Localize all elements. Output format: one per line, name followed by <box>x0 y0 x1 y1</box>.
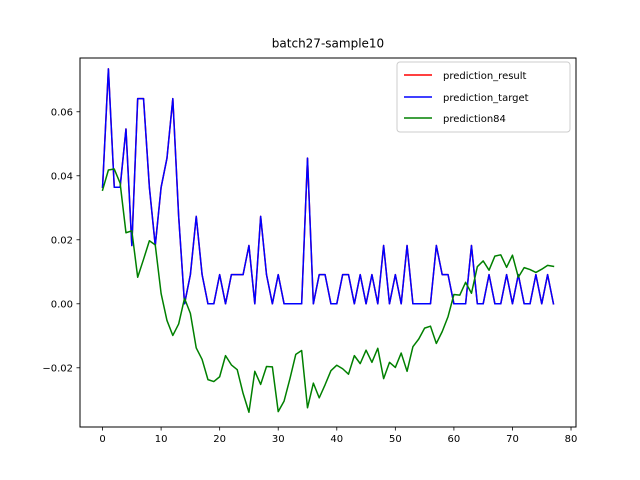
y-axis-ticks: −0.02 0.00 0.02 0.04 0.06 <box>42 107 80 374</box>
x-tick-label: 70 <box>506 434 519 445</box>
legend-box <box>396 61 571 133</box>
series-line-prediction-target <box>101 68 555 305</box>
y-tick-label: 0.06 <box>51 107 73 118</box>
series-line-prediction84 <box>101 168 555 414</box>
legend: prediction_result prediction_target pred… <box>396 61 571 133</box>
y-tick-label: 0.00 <box>51 299 73 310</box>
x-tick-label: 20 <box>213 434 226 445</box>
x-axis-ticks: 0 10 20 30 40 50 60 70 80 <box>99 427 577 445</box>
chart-title: batch27-sample10 <box>272 37 384 51</box>
series-lines <box>101 68 555 414</box>
plot-area-frame <box>79 57 577 428</box>
legend-label-prediction-target: prediction_target <box>443 93 529 104</box>
y-tick-label: 0.04 <box>51 171 73 182</box>
x-tick-label: 0 <box>99 434 105 445</box>
legend-label-prediction-result: prediction_result <box>443 71 527 82</box>
x-tick-label: 80 <box>565 434 578 445</box>
x-tick-label: 50 <box>389 434 402 445</box>
y-tick-label: −0.02 <box>42 363 73 374</box>
x-tick-label: 40 <box>330 434 343 445</box>
x-tick-label: 30 <box>272 434 285 445</box>
legend-label-prediction84: prediction84 <box>443 114 506 125</box>
x-tick-label: 10 <box>155 434 168 445</box>
y-tick-label: 0.02 <box>51 235 73 246</box>
x-tick-label: 60 <box>448 434 461 445</box>
